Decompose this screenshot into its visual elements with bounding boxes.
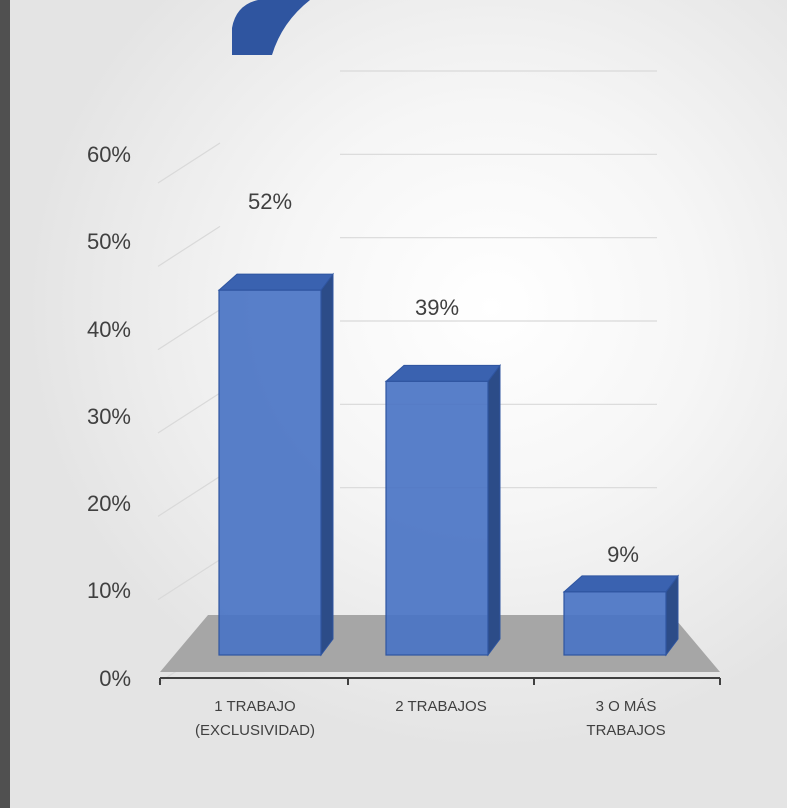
y-tick-label: 40% [87,317,131,342]
wall-line [157,559,221,601]
category-label: 3 O MÁS [596,698,657,715]
wall-line [157,309,221,351]
y-tick-label: 10% [87,578,131,603]
category-label: (EXCLUSIVIDAD) [195,722,315,739]
category-labels: 1 TRABAJO (EXCLUSIVIDAD) 2 TRABAJOS 3 O MÁS… [195,698,666,739]
y-tick-label: 50% [87,229,131,254]
chart-frame: 0% 10% 20% 30% 40% 50% 60% 52% 39% 9% 1 TRABAJO (… [10,0,787,808]
data-labels: 52% 39% 9% [248,189,639,567]
bar [562,574,679,657]
bar-side [320,272,334,657]
category-label: TRABAJOS [586,722,665,739]
bar-top [217,273,334,291]
wall-line [157,392,221,434]
bars [217,272,679,657]
y-axis-ticks: 0% 10% 20% 30% 40% 50% 60% [87,142,131,691]
y-tick-label: 0% [99,666,131,691]
bar-chart: 0% 10% 20% 30% 40% 50% 60% 52% 39% 9% 1 TRABAJO (… [87,0,721,739]
category-label: 1 TRABAJO [214,698,295,715]
wall-line [157,142,221,184]
y-tick-label: 20% [87,491,131,516]
category-label: 2 TRABAJOS [395,698,486,715]
wall-line [157,225,221,267]
bar-front [563,591,667,656]
bar-top [562,575,679,593]
x-axis [159,677,721,685]
data-label: 9% [607,542,639,567]
bar-side [487,363,501,657]
bar [384,363,501,657]
y-tick-label: 60% [87,142,131,167]
y-tick-label: 30% [87,404,131,429]
side-wall-lines [157,142,221,684]
decorative-shape [232,0,310,55]
data-label: 39% [415,295,459,320]
data-label: 52% [248,189,292,214]
bar [217,272,334,657]
bar-front [385,380,489,656]
bar-top [384,364,501,382]
wall-line [157,475,221,517]
bar-front [218,289,322,656]
